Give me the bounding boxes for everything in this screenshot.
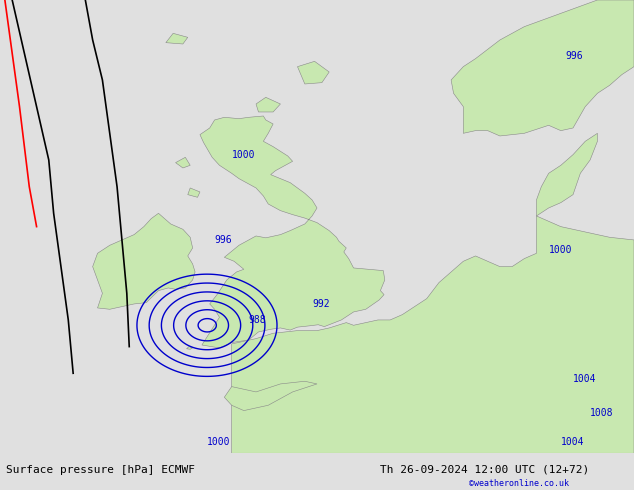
Polygon shape (93, 213, 195, 309)
Polygon shape (536, 133, 597, 216)
Polygon shape (297, 61, 329, 84)
Text: 1008: 1008 (590, 408, 614, 418)
Text: 988: 988 (249, 315, 266, 325)
Polygon shape (166, 33, 188, 44)
Text: 996: 996 (566, 50, 583, 61)
Text: 996: 996 (214, 235, 232, 245)
Text: 1004: 1004 (573, 373, 597, 384)
Text: Th 26-09-2024 12:00 UTC (12+72): Th 26-09-2024 12:00 UTC (12+72) (380, 465, 590, 475)
Text: 1000: 1000 (207, 437, 231, 447)
Text: 1004: 1004 (561, 437, 585, 447)
Polygon shape (186, 346, 193, 349)
Text: 1000: 1000 (548, 245, 572, 255)
Text: ©weatheronline.co.uk: ©weatheronline.co.uk (469, 479, 569, 488)
Text: 1000: 1000 (231, 149, 255, 160)
Polygon shape (188, 188, 200, 197)
Polygon shape (176, 157, 190, 168)
Polygon shape (224, 381, 317, 411)
Text: 992: 992 (312, 299, 330, 309)
Polygon shape (200, 116, 385, 348)
Polygon shape (256, 98, 280, 112)
Polygon shape (231, 216, 634, 453)
Polygon shape (451, 0, 634, 136)
Text: Surface pressure [hPa] ECMWF: Surface pressure [hPa] ECMWF (6, 465, 195, 475)
